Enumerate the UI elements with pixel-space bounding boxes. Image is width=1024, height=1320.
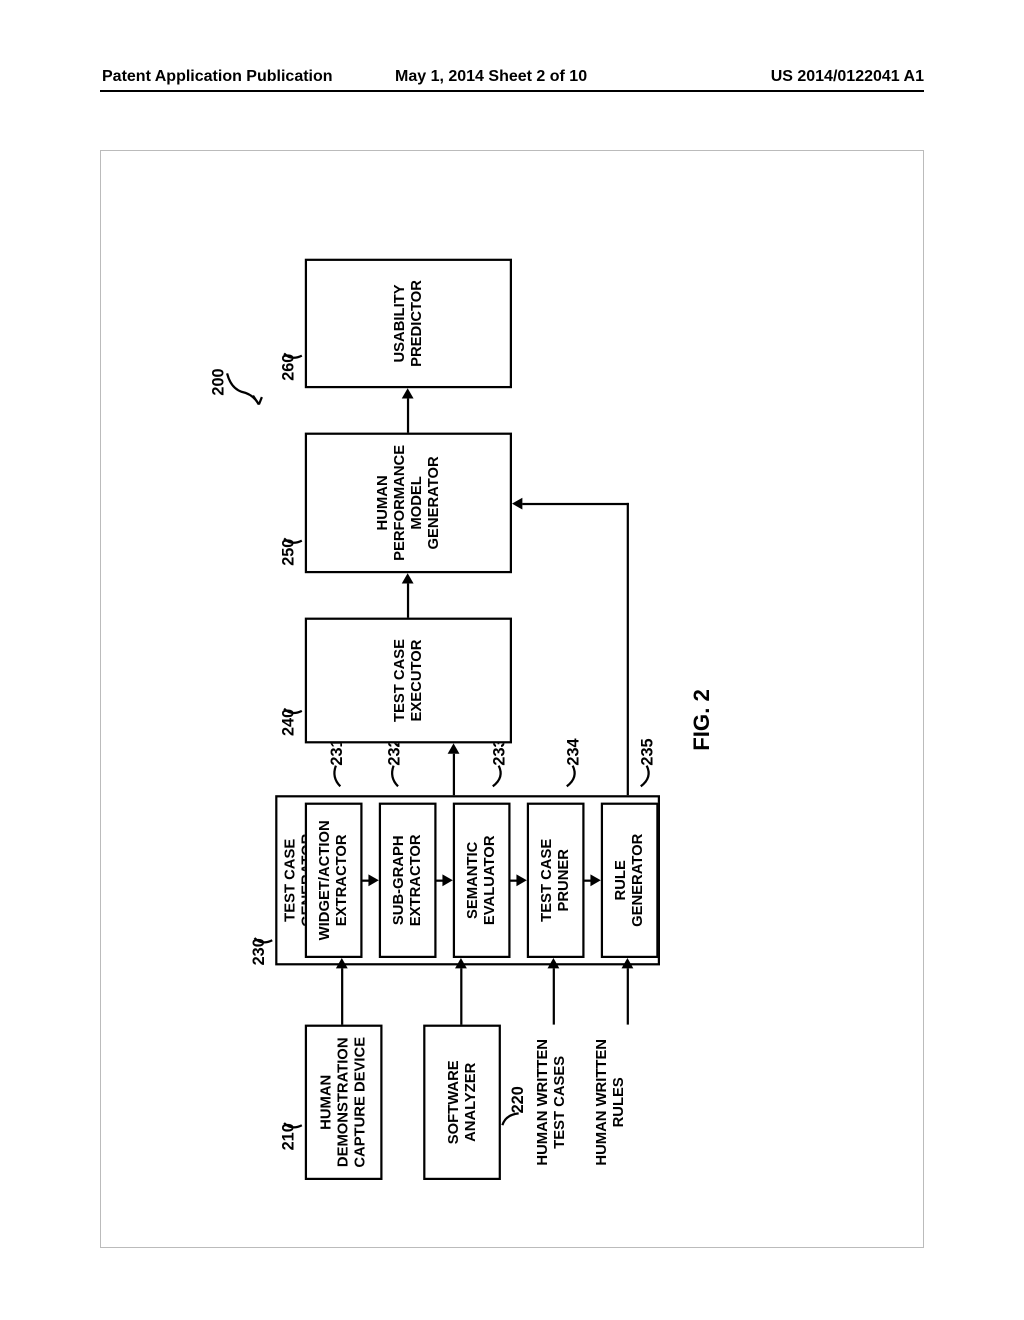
edge: [627, 968, 629, 1024]
arrow-head-icon: [402, 388, 414, 398]
node-label: SEMANTIC: [465, 842, 482, 919]
node-label: PERFORMANCE: [391, 445, 408, 561]
node-label: MODEL: [408, 476, 425, 529]
edge: [460, 968, 462, 1024]
node-label: EXECUTOR: [408, 640, 425, 722]
node-label: PRUNER: [556, 849, 573, 911]
header-rule: [100, 90, 924, 92]
node-label: DEMONSTRATION: [335, 1037, 352, 1167]
arrow-head-icon: [548, 958, 560, 968]
node-human-perf-model-generator: HUMAN PERFORMANCE MODEL GENERATOR: [305, 433, 512, 574]
header-left: Patent Application Publication: [102, 68, 333, 86]
arrow-head-icon: [512, 498, 522, 510]
edge: [341, 968, 343, 1024]
arrow-head-icon: [448, 743, 460, 753]
text-human-written-test-cases: HUMAN WRITTEN TEST CASES: [534, 1025, 568, 1180]
node-label: ANALYZER: [462, 1063, 479, 1142]
arrow-head-icon: [455, 958, 467, 968]
node-label: GENERATOR: [425, 456, 442, 549]
node-label: CAPTURE DEVICE: [352, 1037, 369, 1168]
text-line: TEST CASES: [551, 1056, 567, 1149]
diagram-canvas: 200 HUMAN DEMONSTRATION CAPTURE DEVICE 2…: [305, 218, 719, 1180]
text-line: HUMAN WRITTEN: [593, 1039, 609, 1166]
arrow-head-icon: [622, 958, 634, 968]
edge: [627, 503, 629, 795]
node-rule-generator: RULE GENERATOR: [601, 803, 659, 958]
node-software-analyzer: SOFTWARE ANALYZER: [423, 1025, 501, 1180]
ref-230-hook: [253, 927, 275, 949]
node-label: WIDGET/ACTION: [317, 820, 334, 940]
node-test-case-pruner: TEST CASE PRUNER: [527, 803, 585, 958]
node-widget-action-extractor: WIDGET/ACTION EXTRACTOR: [305, 803, 363, 958]
ref-233-hook: [488, 763, 506, 788]
ref-260-hook: [283, 342, 305, 364]
node-label: USABILITY: [391, 284, 408, 362]
ref-232-hook: [388, 763, 403, 788]
ref-234: 234: [564, 738, 583, 765]
node-label: SOFTWARE: [445, 1060, 462, 1144]
arrow-head-icon: [336, 958, 348, 968]
text-line: HUMAN WRITTEN: [534, 1039, 550, 1166]
edge: [522, 503, 629, 505]
edge: [453, 754, 455, 795]
node-label: GENERATOR: [630, 834, 647, 927]
ref-240-hook: [283, 698, 305, 720]
arrow-head-icon: [402, 573, 414, 583]
node-semantic-evaluator: SEMANTIC EVALUATOR: [453, 803, 511, 958]
node-label: PREDICTOR: [408, 280, 425, 367]
ref-235: 235: [638, 738, 657, 765]
ref-235-hook: [636, 763, 654, 788]
node-label: HUMAN: [318, 1075, 335, 1130]
node-label: HUMAN: [374, 475, 391, 530]
node-label: TEST CASE: [391, 639, 408, 722]
edge: [407, 399, 409, 433]
ref-234-hook: [562, 763, 580, 788]
node-label: EVALUATOR: [482, 835, 499, 925]
node-label: TEST CASE: [539, 839, 556, 922]
node-usability-predictor: USABILITY PREDICTOR: [305, 259, 512, 389]
text-line: RULES: [610, 1077, 626, 1127]
node-sub-graph-extractor: SUB-GRAPH EXTRACTOR: [379, 803, 437, 958]
edge: [553, 968, 555, 1024]
arrow-head-icon: [442, 874, 452, 886]
node-label: SUB-GRAPH: [391, 835, 408, 925]
ref-231-hook: [330, 763, 345, 788]
node-test-case-executor: TEST CASE EXECUTOR: [305, 618, 512, 744]
ref-220-hook: [499, 1106, 521, 1128]
node-label: EXTRACTOR: [408, 834, 425, 926]
arrow-head-icon: [516, 874, 526, 886]
ref-250-hook: [283, 527, 305, 549]
node-human-demo-capture: HUMAN DEMONSTRATION CAPTURE DEVICE: [305, 1025, 383, 1180]
figure-caption: FIG. 2: [690, 689, 715, 751]
node-label: RULE: [613, 860, 630, 900]
edge: [407, 584, 409, 618]
ref-210-hook: [283, 1112, 305, 1134]
arrow-head-icon: [368, 874, 378, 886]
header-center: May 1, 2014 Sheet 2 of 10: [395, 68, 587, 86]
header-right: US 2014/0122041 A1: [771, 68, 924, 86]
figure-frame: 200 HUMAN DEMONSTRATION CAPTURE DEVICE 2…: [100, 150, 924, 1248]
arrow-head-icon: [590, 874, 600, 886]
text-human-written-rules: HUMAN WRITTEN RULES: [593, 1025, 627, 1180]
ref-200-hook: [223, 359, 264, 411]
node-label: EXTRACTOR: [334, 834, 351, 926]
